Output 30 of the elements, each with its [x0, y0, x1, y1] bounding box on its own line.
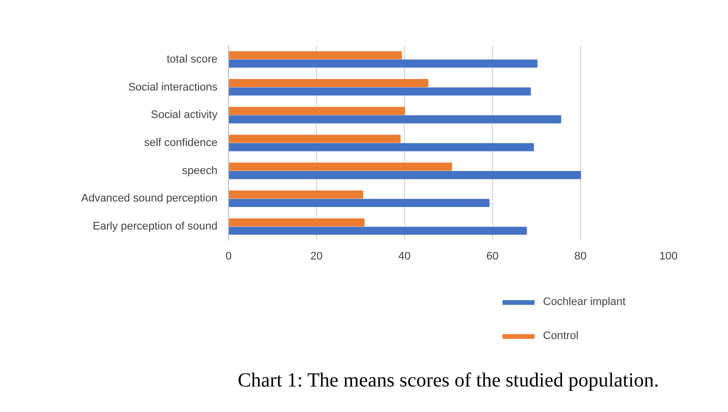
y-tick-label: Social activity	[150, 109, 218, 122]
bar	[228, 143, 534, 152]
y-tick-label: Social interactions	[128, 81, 218, 94]
bar	[228, 134, 401, 143]
x-tick-label: 40	[398, 250, 411, 262]
bar	[228, 226, 527, 235]
bar	[228, 190, 364, 199]
y-tick-label: total score	[166, 53, 218, 66]
bar	[228, 60, 538, 68]
x-tick-label: 100	[659, 250, 678, 262]
x-tick-label: 60	[486, 250, 499, 262]
bar	[228, 51, 402, 60]
x-tick-label: 80	[574, 250, 587, 262]
bar	[228, 170, 581, 180]
bar	[228, 115, 562, 124]
y-tick-label: self confidence	[144, 137, 218, 149]
y-tick-label: speech	[182, 164, 218, 177]
legend-label: Control	[543, 330, 578, 342]
bar	[228, 198, 490, 207]
y-tick-label: Advanced sound perception	[81, 192, 218, 205]
legend-label: Cochlear implant	[543, 296, 626, 308]
bar	[228, 106, 405, 116]
x-tick-label: 20	[310, 250, 323, 262]
text: Chart 1: The means scores of the studied population.	[238, 370, 659, 392]
y-tick-label: Early perception of sound	[92, 220, 218, 233]
bar	[228, 87, 531, 96]
x-tick-label: 0	[225, 250, 232, 262]
bar	[228, 218, 365, 226]
bar	[228, 162, 452, 171]
bar	[228, 79, 428, 88]
